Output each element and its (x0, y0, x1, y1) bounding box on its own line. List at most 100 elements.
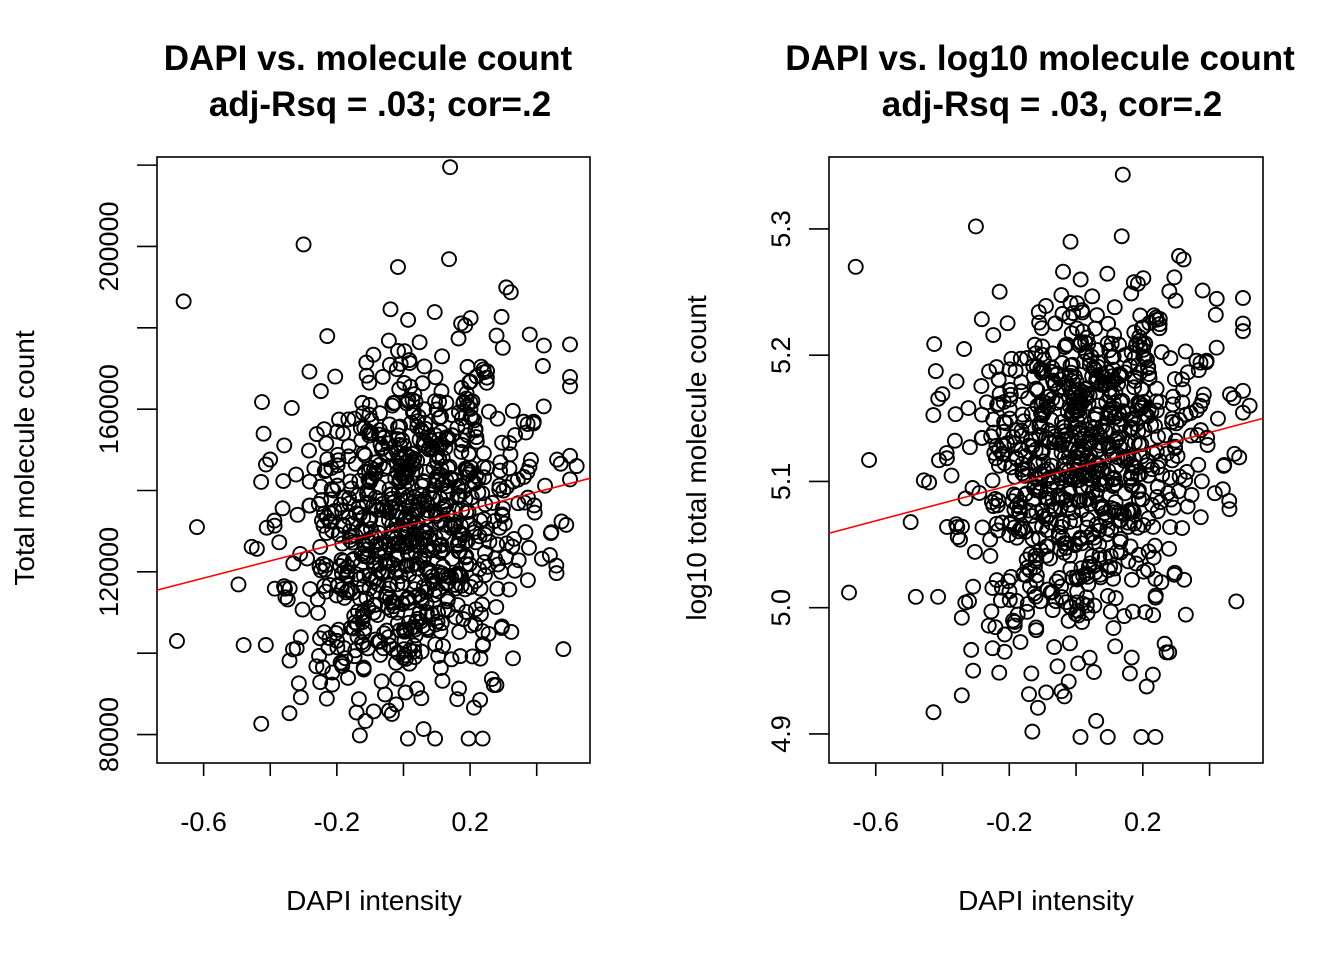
data-point (985, 498, 1002, 515)
data-point (1130, 546, 1147, 563)
data-point (1006, 614, 1023, 630)
data-point (350, 691, 367, 708)
data-point (1139, 561, 1156, 578)
data-point (978, 394, 995, 411)
data-point (474, 596, 491, 613)
data-point (462, 408, 479, 425)
data-point (468, 429, 485, 446)
data-point (537, 477, 553, 494)
data-point (1000, 573, 1017, 590)
data-point (1098, 512, 1115, 529)
data-point (902, 514, 919, 531)
data-point (992, 592, 1009, 609)
data-point (409, 418, 426, 435)
data-point (1082, 435, 1099, 452)
data-point (283, 400, 300, 416)
data-point (292, 546, 309, 562)
data-point (504, 538, 521, 555)
data-point (351, 571, 368, 588)
data-point (1072, 729, 1089, 745)
data-point (323, 491, 340, 508)
data-point (301, 363, 318, 380)
data-point (380, 629, 397, 646)
data-point (515, 413, 532, 430)
data-point (402, 514, 419, 530)
data-point (1192, 509, 1209, 526)
data-point (1216, 456, 1233, 473)
data-point (433, 408, 449, 425)
data-point (1003, 568, 1019, 585)
data-point (1034, 406, 1051, 423)
data-point (379, 599, 396, 616)
data-point (358, 590, 375, 607)
data-point (468, 368, 485, 385)
data-point (491, 481, 508, 498)
data-point (306, 460, 323, 477)
data-point (1188, 352, 1205, 369)
data-point (432, 660, 449, 676)
left-chart-title: DAPI vs. molecule count (164, 39, 573, 78)
data-point (254, 394, 270, 411)
data-point (403, 557, 420, 574)
data-point (389, 615, 406, 632)
data-point (444, 407, 461, 424)
data-point (552, 455, 569, 472)
data-point (413, 690, 430, 707)
data-point (1088, 712, 1105, 729)
data-point (462, 579, 479, 595)
data-point (973, 378, 990, 395)
data-point (1174, 394, 1191, 411)
data-point (1002, 391, 1018, 408)
data-point (525, 415, 542, 432)
data-point (503, 623, 520, 640)
data-point (1056, 449, 1073, 466)
data-point (1022, 578, 1038, 595)
data-point (1161, 283, 1178, 300)
data-point (380, 435, 396, 452)
data-point (1073, 535, 1090, 552)
data-point (1208, 290, 1225, 307)
data-point (1089, 342, 1106, 359)
data-point (1105, 620, 1122, 637)
data-point (327, 368, 344, 385)
data-point (1188, 402, 1205, 419)
data-point (517, 524, 534, 541)
data-point (1090, 397, 1107, 414)
data-point (468, 433, 485, 450)
data-point (1028, 482, 1045, 499)
data-point (360, 599, 377, 616)
data-point (329, 467, 346, 484)
right-y-axis-label: log10 total molecule count (681, 295, 712, 621)
data-point (318, 690, 335, 707)
data-point (966, 543, 983, 560)
data-point (475, 636, 491, 653)
data-point (357, 447, 373, 464)
data-point (1065, 305, 1082, 322)
data-point (967, 218, 984, 235)
data-point (390, 427, 407, 444)
data-point (431, 431, 447, 448)
x-tick-label: 0.2 (1124, 807, 1162, 837)
data-point (1158, 644, 1175, 661)
data-point (930, 390, 947, 407)
data-point (996, 626, 1013, 643)
data-point (1028, 550, 1045, 567)
data-point (335, 425, 352, 442)
data-point (474, 730, 491, 747)
data-point (319, 328, 336, 345)
data-point (1062, 233, 1079, 250)
data-point (558, 516, 575, 533)
data-point (318, 525, 335, 541)
data-point (1016, 467, 1033, 484)
data-point (419, 502, 436, 519)
data-point (1086, 597, 1103, 614)
data-point (365, 604, 382, 621)
data-point (548, 565, 565, 582)
data-point (1126, 368, 1143, 385)
data-point (1166, 371, 1183, 387)
data-point (409, 538, 426, 555)
data-point (943, 467, 960, 484)
data-point (406, 581, 423, 598)
data-point (453, 315, 470, 332)
